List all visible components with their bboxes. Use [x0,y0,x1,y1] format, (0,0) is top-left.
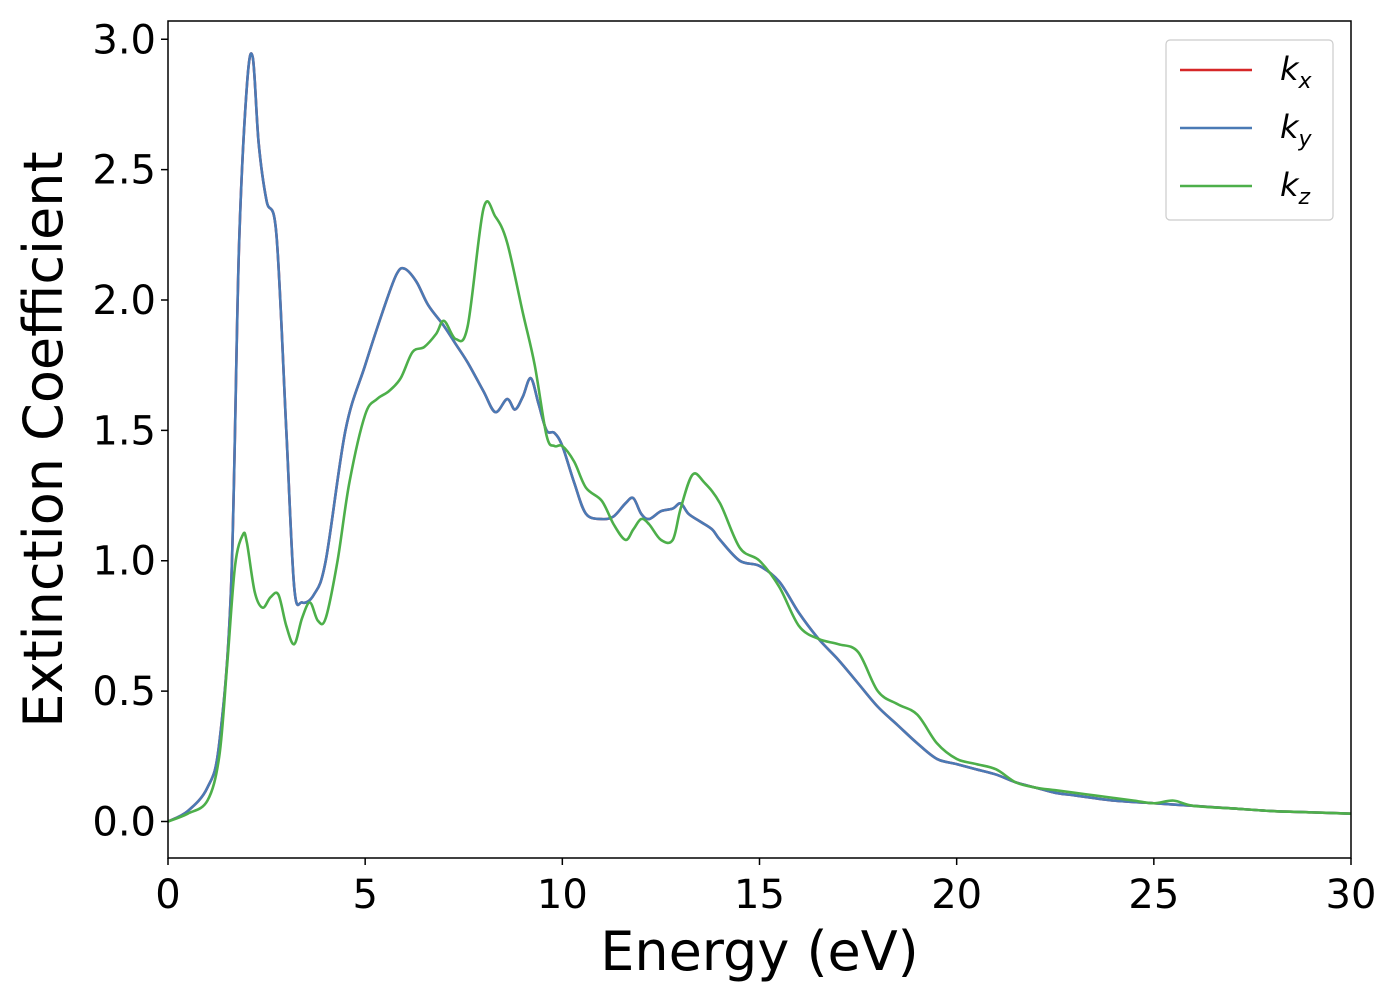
y-tick-label: 2.5 [92,148,156,194]
legend: kx ky kz [1165,39,1334,221]
x-axis-label: Energy (eV) [600,920,919,983]
series-line-z [168,200,1351,823]
x-tick-label: 25 [1128,872,1179,918]
y-tick-label: 0.5 [92,669,156,715]
x-tick-label: 20 [931,872,982,918]
series-line-y [168,52,1351,823]
y-tick-label: 3.0 [92,17,156,63]
y-tick-label: 2.0 [92,278,156,324]
legend-label-y: ky [1280,108,1313,152]
series-layer [168,52,1351,823]
y-tick-label: 1.5 [92,408,156,454]
x-tick-label: 15 [734,872,785,918]
tick-layer: 0 5 10 15 20 25 30 0.0 0.5 1.0 1.5 2.0 2.5 3.0 [92,17,1376,918]
x-tick-label: 10 [537,872,588,918]
y-tick-label: 1.0 [92,539,156,585]
y-tick-label: 0.0 [92,799,156,845]
x-tick-label: 0 [155,872,180,918]
x-tick-label: 30 [1326,872,1377,918]
legend-label-z: kz [1280,166,1311,210]
legend-label-x: kx [1280,50,1313,94]
x-tick-label: 5 [352,872,377,918]
legend-box [1165,39,1334,221]
y-axis-label: Extinction Coefficient [12,151,75,727]
